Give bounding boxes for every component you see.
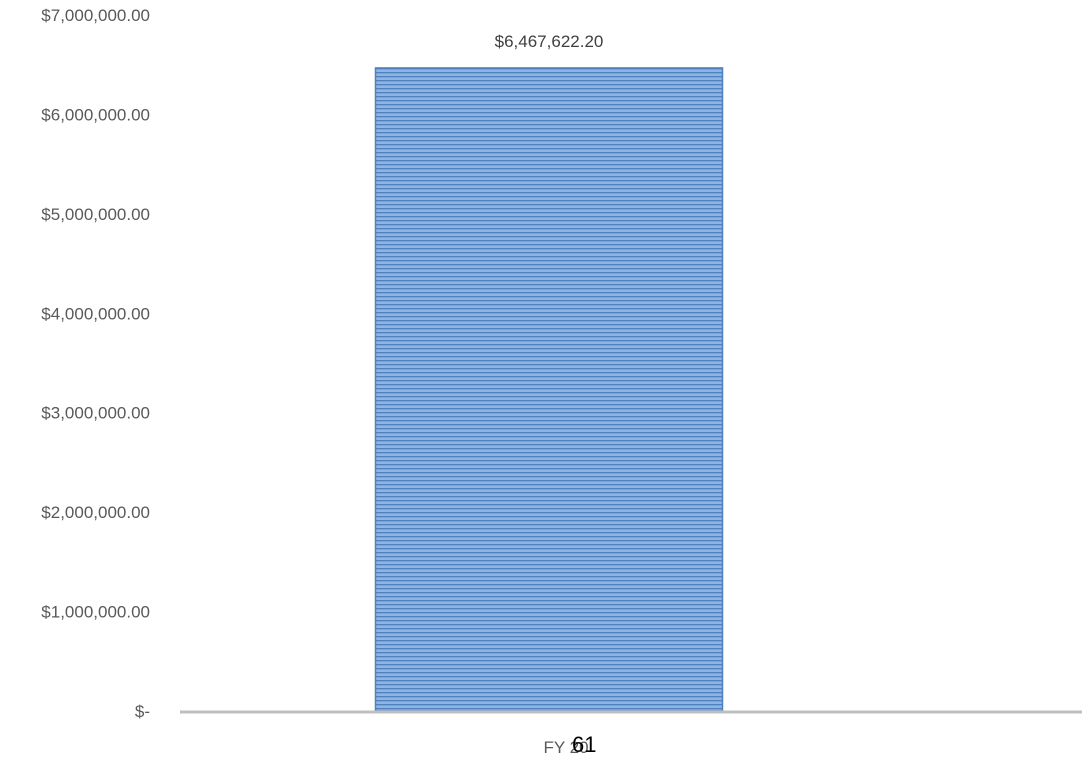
y-axis-tick-labels: $- $1,000,000.00 $2,000,000.00 $3,000,000.0… (41, 6, 150, 721)
x-axis-category-labels: FY 20 (543, 738, 588, 757)
page-number: 61 (572, 732, 597, 757)
y-tick-label: $6,000,000.00 (41, 105, 150, 124)
x-tick-label: FY 20 (543, 738, 588, 757)
data-labels: $6,467,622.20 (495, 32, 604, 51)
y-tick-label: $7,000,000.00 (41, 6, 150, 25)
y-tick-label: $4,000,000.00 (41, 304, 150, 323)
bar-data-label: $6,467,622.20 (495, 32, 604, 51)
y-tick-label: $5,000,000.00 (41, 205, 150, 224)
y-tick-label: $1,000,000.00 (41, 603, 150, 622)
bar (374, 67, 724, 712)
bars (374, 67, 724, 712)
y-tick-label: $- (135, 702, 150, 721)
y-tick-label: $2,000,000.00 (41, 503, 150, 522)
y-tick-label: $3,000,000.00 (41, 404, 150, 423)
